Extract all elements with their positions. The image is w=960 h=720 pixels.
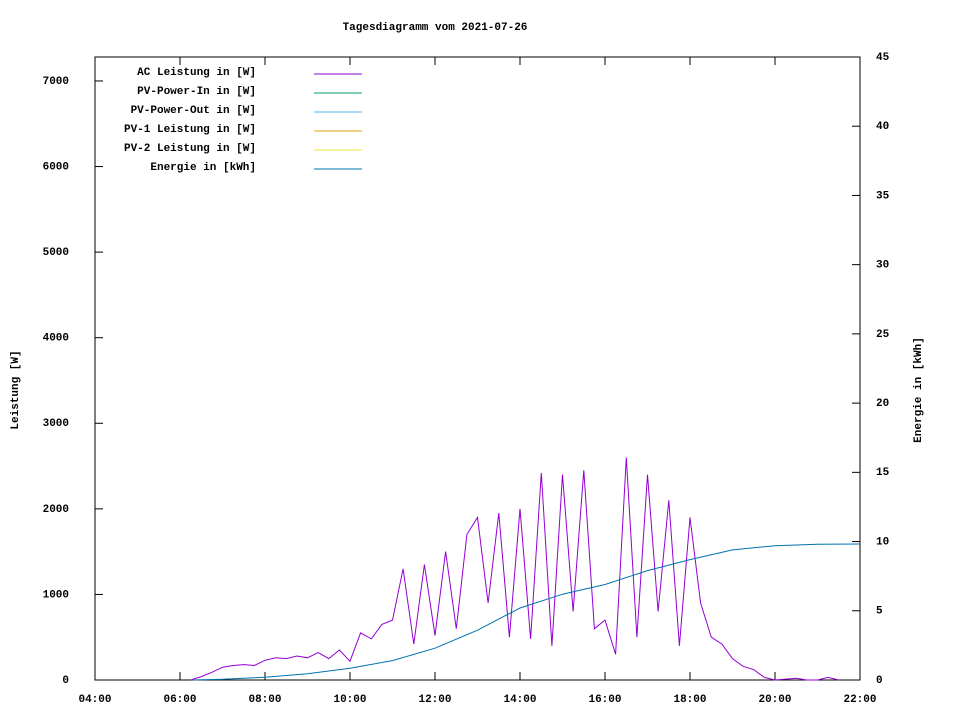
y2-tick-label: 5 bbox=[876, 606, 883, 618]
legend-label: AC Leistung in [W] bbox=[137, 67, 256, 79]
x-tick-label: 14:00 bbox=[503, 694, 536, 706]
x-tick-label: 04:00 bbox=[78, 694, 111, 706]
legend-label: PV-2 Leistung in [W] bbox=[124, 143, 256, 155]
legend-label: PV-1 Leistung in [W] bbox=[124, 124, 256, 136]
x-tick-label: 06:00 bbox=[163, 694, 196, 706]
series-line bbox=[192, 543, 861, 681]
y2-axis-label: Energie in [kWh] bbox=[913, 337, 925, 443]
y2-tick-label: 45 bbox=[876, 52, 890, 64]
y-tick-label: 3000 bbox=[43, 418, 69, 430]
y-tick-label: 7000 bbox=[43, 76, 69, 88]
y-axis-label: Leistung [W] bbox=[10, 350, 22, 429]
legend-label: PV-Power-In in [W] bbox=[137, 86, 256, 98]
y2-tick-label: 30 bbox=[876, 260, 889, 272]
legend-label: Energie in [kWh] bbox=[150, 162, 256, 174]
y-tick-label: 5000 bbox=[43, 247, 69, 259]
legend-label: PV-Power-Out in [W] bbox=[131, 105, 256, 117]
y2-tick-label: 10 bbox=[876, 536, 889, 548]
chart-title: Tagesdiagramm vom 2021-07-26 bbox=[343, 22, 528, 34]
y-tick-label: 0 bbox=[62, 675, 69, 687]
x-tick-label: 18:00 bbox=[673, 694, 706, 706]
y-tick-label: 4000 bbox=[43, 333, 69, 345]
y-tick-label: 1000 bbox=[43, 589, 69, 601]
x-tick-label: 22:00 bbox=[843, 694, 876, 706]
series-line bbox=[190, 457, 839, 681]
y2-tick-label: 40 bbox=[876, 121, 889, 133]
x-tick-label: 08:00 bbox=[248, 694, 281, 706]
y2-tick-label: 35 bbox=[876, 190, 890, 202]
y-tick-label: 6000 bbox=[43, 161, 69, 173]
plot-frame bbox=[94, 56, 861, 681]
x-tick-label: 16:00 bbox=[588, 694, 621, 706]
x-tick-label: 20:00 bbox=[758, 694, 791, 706]
x-tick-label: 10:00 bbox=[333, 694, 366, 706]
y-tick-label: 2000 bbox=[43, 504, 69, 516]
y2-tick-label: 0 bbox=[876, 675, 883, 687]
y2-tick-label: 25 bbox=[876, 329, 890, 341]
y2-tick-label: 20 bbox=[876, 398, 889, 410]
x-tick-label: 12:00 bbox=[418, 694, 451, 706]
y2-tick-label: 15 bbox=[876, 467, 890, 479]
